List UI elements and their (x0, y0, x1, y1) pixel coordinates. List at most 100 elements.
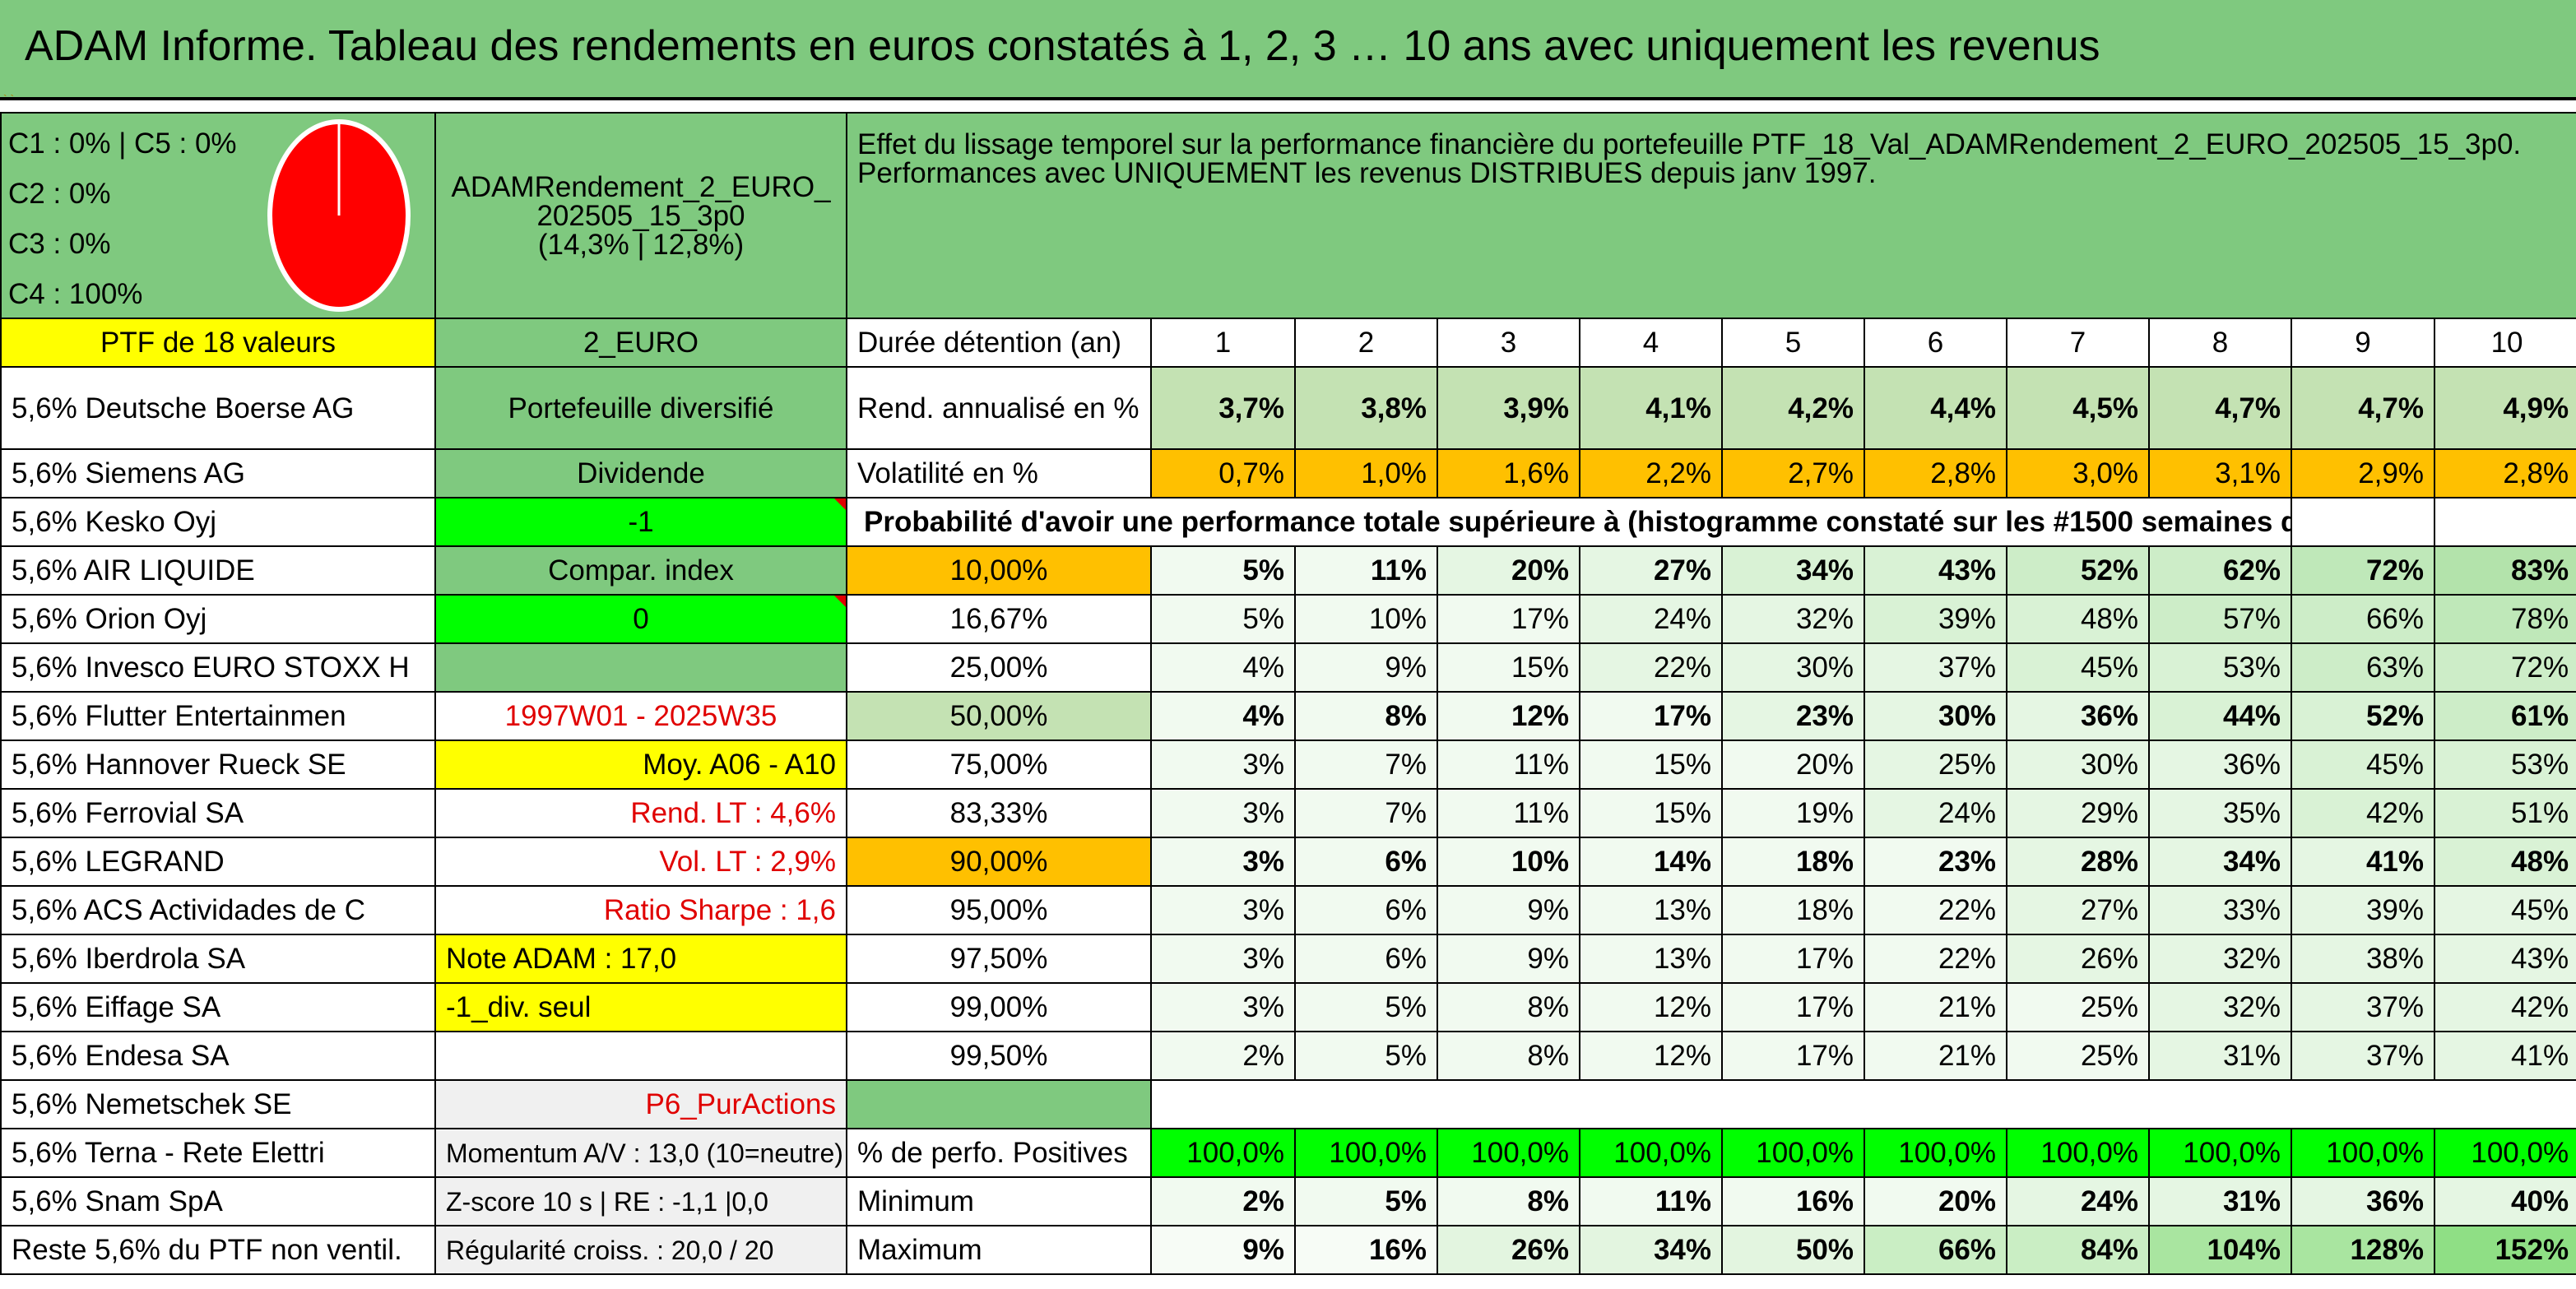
info-cell: Portefeuille diversifié (434, 366, 847, 450)
probability-value: 28% (2006, 837, 2150, 887)
probability-value: 66% (2291, 594, 2435, 644)
probability-level: 95,00% (846, 885, 1152, 935)
holding-period-label: Durée détention (an) (846, 318, 1152, 368)
probability-value: 3% (1150, 740, 1296, 790)
probability-value: 22% (1864, 885, 2007, 935)
holding-row: 5,6% AIR LIQUIDE (0, 545, 436, 596)
adam-score: Note ADAM : 17,0 (434, 934, 847, 984)
probability-value: 14% (1579, 837, 1723, 887)
volatility-value: 1,0% (1294, 448, 1438, 498)
probability-value: 45% (2433, 885, 2576, 935)
maximum-value: 84% (2006, 1225, 2150, 1275)
minimum-value: 16% (1721, 1176, 1865, 1226)
probability-value: 32% (2148, 982, 2292, 1032)
holding-row: 5,6% Siemens AG (0, 448, 436, 498)
probability-value: 41% (2433, 1031, 2576, 1081)
info-cell: Dividende (434, 448, 847, 498)
holding-row: 5,6% ACS Actividades de C (0, 885, 436, 935)
probability-value: 53% (2433, 740, 2576, 790)
volatility-value: 2,9% (2291, 448, 2435, 498)
probability-value: 15% (1579, 740, 1723, 790)
period-range: 1997W01 - 2025W35 (434, 691, 847, 741)
minimum-value: 40% (2433, 1176, 2576, 1226)
holding-row: 5,6% Orion Oyj (0, 594, 436, 644)
probability-value: 15% (1579, 788, 1723, 838)
probability-value: 29% (2006, 788, 2150, 838)
holding-row: 5,6% Nemetschek SE (0, 1079, 436, 1129)
probability-value: 32% (1721, 594, 1865, 644)
volatility-value: 3,1% (2148, 448, 2292, 498)
maximum-value: 34% (1579, 1225, 1723, 1275)
probability-value: 45% (2291, 740, 2435, 790)
probability-value: 52% (2291, 691, 2435, 741)
minimum-value: 31% (2148, 1176, 2292, 1226)
probability-value: 21% (1864, 982, 2007, 1032)
portfolio-code-cell: ADAMRendement_2_EURO_ 202505_15_3p0 (14,… (434, 112, 847, 319)
probability-value: 8% (1437, 982, 1580, 1032)
allocation-legend: C1 : 0% | C5 : 0% C2 : 0% C3 : 0% C4 : 1… (0, 112, 436, 319)
probability-value: 83% (2433, 545, 2576, 596)
probability-value: 8% (1437, 1031, 1580, 1081)
probability-value: 51% (2433, 788, 2576, 838)
probability-level: 75,00% (846, 740, 1152, 790)
return-value: 3,7% (1150, 366, 1296, 450)
probability-value: 7% (1294, 788, 1438, 838)
probability-value: 37% (1864, 642, 2007, 693)
volatility-value: 2,8% (1864, 448, 2007, 498)
year-header: 10 (2433, 318, 2576, 368)
probability-value: 34% (1721, 545, 1865, 596)
probability-value: 17% (1579, 691, 1723, 741)
probability-value: 62% (2148, 545, 2292, 596)
probability-value: 22% (1579, 642, 1723, 693)
probability-value: 36% (2006, 691, 2150, 741)
info-cell: Compar. index (434, 545, 847, 596)
metric-label: Rend. annualisé en % (846, 366, 1152, 450)
probability-value: 57% (2148, 594, 2292, 644)
probability-value: 17% (1721, 934, 1865, 984)
probability-value: 13% (1579, 885, 1723, 935)
probability-value: 61% (2433, 691, 2576, 741)
probability-value: 48% (2433, 837, 2576, 887)
positive-value: 100,0% (1579, 1128, 1723, 1178)
volatility-value: 2,2% (1579, 448, 1723, 498)
info-cell: Ratio Sharpe : 1,6 (434, 885, 847, 935)
probability-value: 35% (2148, 788, 2292, 838)
year-header: 5 (1721, 318, 1865, 368)
probability-value: 26% (2006, 934, 2150, 984)
positive-value: 100,0% (2291, 1128, 2435, 1178)
info-cell (434, 642, 847, 693)
volatility-value: 3,0% (2006, 448, 2150, 498)
probability-value: 25% (1864, 740, 2007, 790)
minimum-value: 5% (1294, 1176, 1438, 1226)
volatility-value: 0,7% (1150, 448, 1296, 498)
positive-value: 100,0% (2006, 1128, 2150, 1178)
probability-value: 39% (2291, 885, 2435, 935)
probability-value: 13% (1579, 934, 1723, 984)
probability-value: 30% (1721, 642, 1865, 693)
portfolio-code-line: (14,3% | 12,8%) (537, 228, 745, 261)
info-value: 0 (633, 603, 649, 635)
year-header: 7 (2006, 318, 2150, 368)
strategy-label: P6_PurActions (434, 1079, 847, 1129)
info-cell: Rend. LT : 4,6% (434, 788, 847, 838)
probability-value: 72% (2433, 642, 2576, 693)
minimum-value: 24% (2006, 1176, 2150, 1226)
maximum-value: 128% (2291, 1225, 2435, 1275)
probability-value: 21% (1864, 1031, 2007, 1081)
volatility-value: 2,7% (1721, 448, 1865, 498)
holding-row: 5,6% Invesco EURO STOXX H (0, 642, 436, 693)
positive-value: 100,0% (2148, 1128, 2292, 1178)
holding-row: 5,6% Flutter Entertainmen (0, 691, 436, 741)
probability-value: 3% (1150, 788, 1296, 838)
probability-value: 9% (1437, 885, 1580, 935)
probability-value: 48% (2006, 594, 2150, 644)
probability-level: 99,00% (846, 982, 1152, 1032)
probability-value: 52% (2006, 545, 2150, 596)
probability-level: 83,33% (846, 788, 1152, 838)
year-header: 6 (1864, 318, 2007, 368)
probability-value: 23% (1721, 691, 1865, 741)
probability-value: 43% (2433, 934, 2576, 984)
probability-value: 18% (1721, 837, 1865, 887)
probability-value: 24% (1864, 788, 2007, 838)
spacer-row (0, 100, 2576, 112)
